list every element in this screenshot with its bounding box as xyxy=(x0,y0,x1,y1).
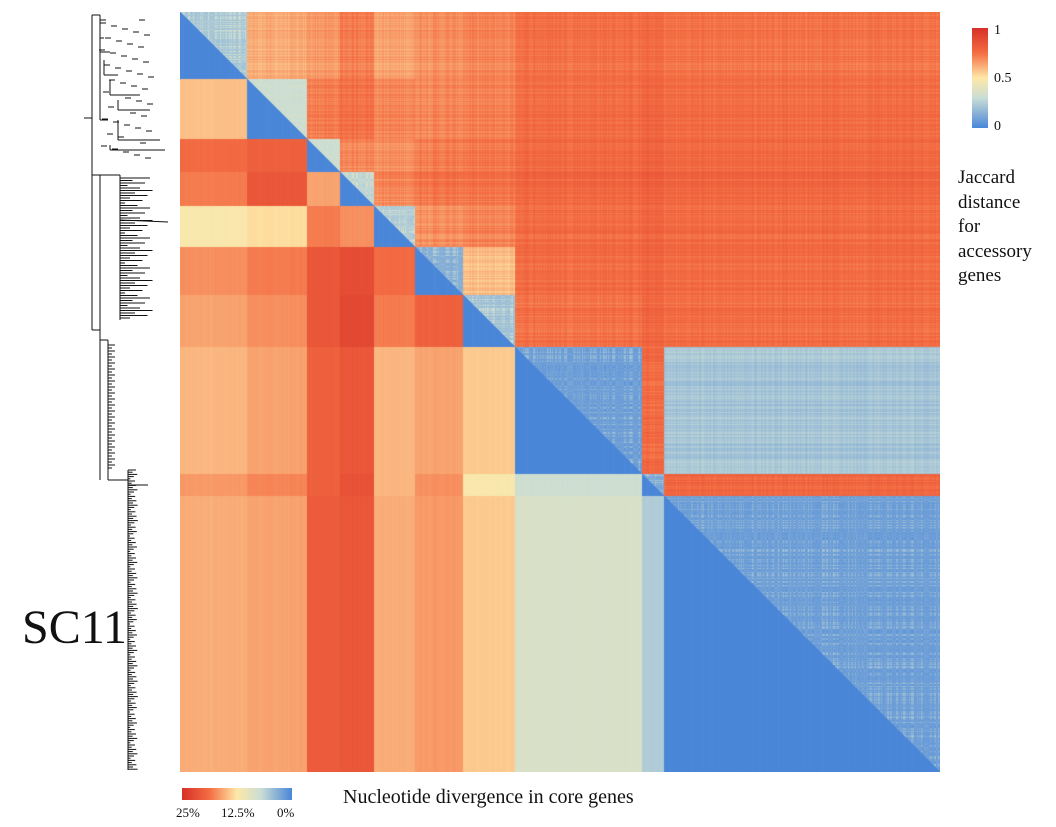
jaccard-legend-title: Jaccard distance for accessory genes xyxy=(958,166,1054,289)
clade-label: SC11 xyxy=(22,601,127,654)
jaccard-colorbar: 1 0.5 0 xyxy=(972,23,1012,134)
jaccard-colorbar-gradient xyxy=(972,28,988,128)
divergence-legend-title: Nucleotide divergence in core genes xyxy=(343,786,634,808)
legend-title-line: accessory xyxy=(958,240,1032,262)
distance-heatmap xyxy=(180,12,940,772)
legend-title-line: for xyxy=(958,216,981,237)
jaccard-tick-low: 0 xyxy=(994,119,1001,134)
legend-title-line: distance xyxy=(958,191,1021,213)
divergence-colorbar xyxy=(182,788,292,800)
divergence-tick-mid: 12.5% xyxy=(221,805,255,820)
divergence-tick-high: 25% xyxy=(176,805,200,820)
legend-title-line: Jaccard xyxy=(958,167,1015,188)
jaccard-tick-mid: 0.5 xyxy=(994,71,1012,86)
phylogenetic-tree xyxy=(84,14,169,770)
jaccard-tick-high: 1 xyxy=(994,23,1001,38)
divergence-tick-low: 0% xyxy=(277,805,295,820)
legend-title-line: genes xyxy=(958,265,1002,286)
